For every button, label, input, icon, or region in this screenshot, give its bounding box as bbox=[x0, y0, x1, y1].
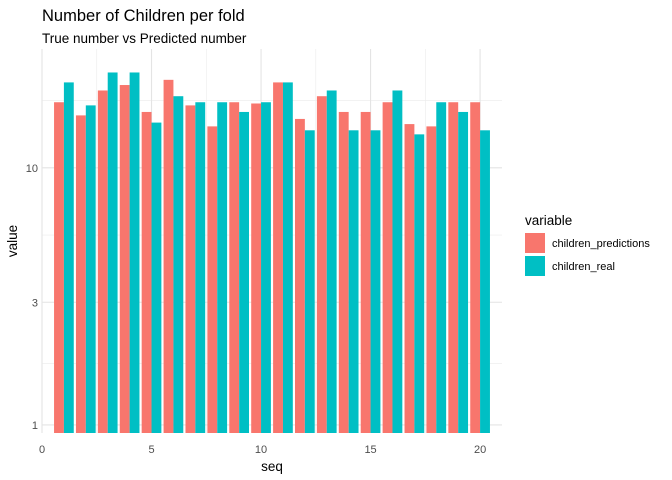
x-tick-label: 0 bbox=[39, 444, 45, 456]
bar-children_predictions-12 bbox=[295, 118, 305, 433]
y-axis-title: value bbox=[5, 225, 20, 257]
bar-children_real-14 bbox=[348, 130, 359, 433]
bar-children_real-3 bbox=[107, 72, 118, 434]
x-axis-title: seq bbox=[261, 459, 283, 474]
bar-children_real-19 bbox=[458, 111, 469, 434]
x-tick-label: 20 bbox=[474, 444, 486, 456]
bar-children_real-6 bbox=[173, 96, 184, 433]
bar-children_real-8 bbox=[217, 102, 228, 433]
y-tick-label: 3 bbox=[32, 297, 38, 309]
bar-children_predictions-6 bbox=[163, 79, 174, 434]
bar-children_real-9 bbox=[239, 111, 249, 434]
legend: variable children_predictions children_re… bbox=[525, 213, 650, 276]
bar-children_predictions-7 bbox=[185, 105, 196, 433]
bar-children_predictions-13 bbox=[316, 96, 327, 433]
x-tick-label: 5 bbox=[148, 444, 154, 456]
bar-children_predictions-11 bbox=[273, 82, 283, 433]
bar-children_real-7 bbox=[195, 102, 206, 433]
bar-children_predictions-17 bbox=[404, 124, 415, 434]
bars bbox=[54, 72, 490, 434]
bar-children_real-1 bbox=[63, 82, 74, 433]
bar-children_real-15 bbox=[370, 130, 381, 433]
bar-children_real-2 bbox=[85, 105, 96, 433]
bar-children_predictions-4 bbox=[119, 85, 130, 433]
legend-label-children_predictions: children_predictions bbox=[552, 238, 650, 250]
legend-swatch-children_predictions bbox=[525, 233, 545, 253]
bar-children_real-4 bbox=[129, 72, 140, 434]
bar-children_predictions-20 bbox=[470, 102, 481, 433]
bar-children_real-13 bbox=[326, 90, 337, 434]
bar-children_real-18 bbox=[436, 102, 447, 433]
bar-children_real-10 bbox=[261, 102, 271, 433]
y-tick-label: 10 bbox=[26, 163, 38, 175]
x-tick-label: 15 bbox=[364, 444, 376, 456]
x-tick-labels: 0 5 10 15 20 bbox=[39, 444, 486, 456]
bar-children_predictions-8 bbox=[207, 126, 218, 434]
legend-title: variable bbox=[525, 213, 572, 228]
legend-label-children_real: children_real bbox=[552, 261, 615, 273]
y-tick-label: 1 bbox=[32, 420, 38, 432]
bar-children_real-5 bbox=[151, 122, 162, 433]
bar-children_predictions-15 bbox=[360, 111, 371, 434]
bar-children_predictions-2 bbox=[75, 115, 86, 433]
bar-children_real-16 bbox=[392, 90, 403, 434]
x-tick-label: 10 bbox=[255, 444, 267, 456]
bar-children_predictions-19 bbox=[448, 102, 459, 433]
bar-children_real-11 bbox=[282, 82, 293, 433]
bar-children_predictions-14 bbox=[338, 111, 349, 434]
y-tick-labels: 1 3 10 bbox=[26, 163, 38, 432]
legend-swatch-children_real bbox=[525, 256, 545, 276]
bar-children_predictions-18 bbox=[426, 126, 437, 434]
bar-children_real-20 bbox=[480, 130, 490, 433]
legend-items: children_predictions children_real bbox=[525, 233, 650, 276]
bar-children_predictions-10 bbox=[251, 103, 262, 434]
bar-children_real-17 bbox=[414, 134, 425, 434]
bar-children_predictions-5 bbox=[141, 111, 152, 434]
chart-title: Number of Children per fold bbox=[42, 7, 245, 25]
bar-children_real-12 bbox=[304, 130, 315, 433]
bar-children_predictions-3 bbox=[97, 90, 108, 434]
bar-children_predictions-9 bbox=[229, 102, 240, 433]
bar-children_predictions-1 bbox=[54, 102, 64, 433]
chart-subtitle: True number vs Predicted number bbox=[42, 31, 247, 46]
bar-children_predictions-16 bbox=[382, 102, 393, 433]
